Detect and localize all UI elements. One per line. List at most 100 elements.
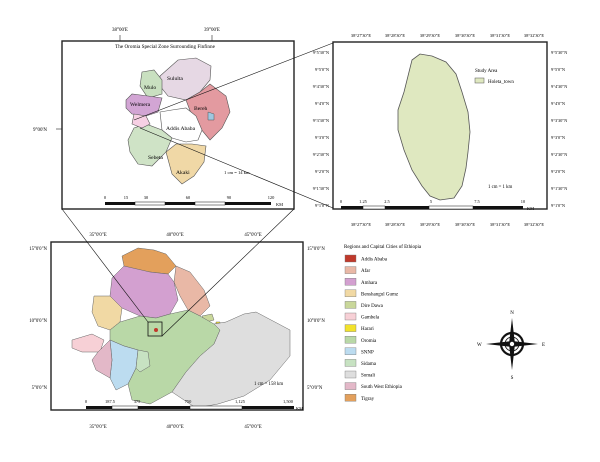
scale-bar: 0 1.25 2.5 5 7.5 10 KM bbox=[340, 199, 534, 211]
holeta-town-polygon bbox=[397, 53, 471, 201]
scale-bar: 0 15 30 60 90 120 KM bbox=[104, 195, 283, 207]
lat-label: 9°3'0"N bbox=[551, 135, 566, 140]
scale-bar: 0 187.5 375 750 1,125 1,500 KM bbox=[85, 399, 303, 411]
lon-label: 45°0'0"E bbox=[244, 233, 261, 238]
inset-connector-line bbox=[161, 208, 295, 337]
scale-unit: KM bbox=[296, 406, 303, 411]
scale-tick: 750 bbox=[185, 399, 192, 404]
legend-swatch bbox=[344, 301, 357, 309]
legend-label: Amhara bbox=[361, 281, 378, 286]
study-area-map: 38°27'30"E 38°28'30"E 38°29'30"E 38°30'3… bbox=[313, 33, 568, 227]
region-sidama bbox=[135, 349, 151, 373]
region-south-west-ethiopia bbox=[91, 339, 113, 379]
lon-label: 35°0'0"E bbox=[89, 425, 106, 430]
district-welmera bbox=[125, 93, 163, 117]
lat-label: 9°2'0"N bbox=[551, 169, 566, 174]
scale-tick: 1.25 bbox=[359, 199, 367, 204]
ethiopia-regions-map: 35°0'0"E 40°0'0"E 45°0'0"E 35°0'0"E 40°0… bbox=[29, 233, 325, 430]
legend-swatch bbox=[344, 289, 357, 297]
legend-swatch bbox=[344, 394, 357, 402]
lat-label: 9°3'30"N bbox=[551, 118, 568, 123]
lat-label: 9°2'30"N bbox=[313, 152, 330, 157]
scale-tick: 7.5 bbox=[474, 199, 480, 204]
legend-title: Regions and Capital Cities of Ethiopia bbox=[344, 245, 422, 250]
compass-e: E bbox=[542, 343, 545, 348]
lon-label: 38°30'30"E bbox=[455, 222, 476, 227]
legend-title: Study Area bbox=[475, 69, 498, 74]
legend-swatch bbox=[344, 347, 357, 355]
district-label: Welmera bbox=[130, 102, 151, 108]
scale-tick: 15 bbox=[124, 195, 129, 200]
lat-label: 15°0'0"N bbox=[307, 247, 325, 252]
lon-label: 39°00'E bbox=[204, 28, 220, 33]
legend-label: Afar bbox=[361, 269, 370, 274]
district-label: Bereh bbox=[194, 106, 208, 112]
lat-label: 9°4'0"N bbox=[551, 101, 566, 106]
lon-label: 35°0'0"E bbox=[89, 233, 106, 238]
scale-tick: 2.5 bbox=[384, 199, 390, 204]
lon-label: 38°29'30"E bbox=[420, 33, 441, 38]
legend-label: Addis Ababa bbox=[361, 258, 388, 263]
scale-tick: 1,500 bbox=[283, 399, 294, 405]
holeta-swatch bbox=[474, 77, 485, 84]
lon-label: 38°00'E bbox=[112, 28, 128, 33]
legend-label: Oromia bbox=[361, 339, 377, 344]
lat-label: 5°0'0"N bbox=[32, 386, 48, 391]
lat-label: 9°5'0"N bbox=[551, 67, 566, 72]
lat-label: 9°00'N bbox=[33, 128, 47, 133]
district-holeta bbox=[131, 113, 151, 129]
lat-label: 9°2'0"N bbox=[315, 169, 330, 174]
compass-n: N bbox=[510, 311, 514, 316]
legend-swatch bbox=[344, 266, 357, 274]
legend-swatch bbox=[344, 359, 357, 367]
oromia-special-zone-map: The Oromia Special Zone Surrounding Finf… bbox=[33, 28, 295, 210]
scale-tick: 0 bbox=[85, 399, 88, 404]
inset-connector-line bbox=[133, 42, 334, 121]
scale-tick: 60 bbox=[186, 195, 191, 200]
lat-label: 10°0'0"N bbox=[307, 319, 325, 324]
lon-label: 38°27'30"E bbox=[351, 222, 372, 227]
district-label: Addis Ababa bbox=[166, 126, 196, 132]
water-body bbox=[207, 111, 215, 121]
legend-label: Gambela bbox=[361, 316, 380, 321]
district-akaki bbox=[165, 143, 207, 185]
regions-legend: Regions and Capital Cities of Ethiopia A… bbox=[344, 245, 422, 402]
lat-label: 9°1'30"N bbox=[313, 186, 330, 191]
scale-tick: 10 bbox=[521, 199, 526, 204]
special-zone-title: The Oromia Special Zone Surrounding Finf… bbox=[115, 43, 216, 50]
district-label: Akaki bbox=[176, 170, 190, 176]
scale-tick: 5 bbox=[430, 199, 433, 204]
legend-label: Benshangul Gumz bbox=[361, 292, 399, 297]
lat-label: 9°3'0"N bbox=[315, 135, 330, 140]
lon-label: 38°31'30"E bbox=[490, 33, 511, 38]
lon-label: 38°32'30"E bbox=[524, 222, 545, 227]
legend-label: South West Ethiopia bbox=[361, 385, 403, 390]
legend-label: Dire Dawa bbox=[361, 304, 384, 309]
lat-label: 9°5'0"N bbox=[315, 67, 330, 72]
scale-tick: 1,125 bbox=[235, 399, 246, 405]
lon-label: 40°0'0"E bbox=[166, 233, 183, 238]
compass-w: W bbox=[477, 343, 482, 348]
lat-label: 10°0'0"N bbox=[29, 319, 47, 324]
lat-label: 9°4'0"N bbox=[315, 101, 330, 106]
legend-swatch bbox=[344, 336, 357, 344]
special-zone-locator-box bbox=[147, 321, 163, 337]
district-label: Mulo bbox=[144, 85, 156, 91]
legend-label: SNNP bbox=[361, 350, 374, 355]
lat-label: 9°1'30"N bbox=[551, 186, 568, 191]
lon-label: 38°28'30"E bbox=[385, 33, 406, 38]
north-arrow-compass: N S E W bbox=[477, 311, 545, 381]
scale-unit: KM bbox=[276, 202, 283, 207]
lon-label: 38°31'30"E bbox=[490, 222, 511, 227]
scale-tick: 30 bbox=[144, 195, 149, 200]
lat-label: 9°4'30"N bbox=[313, 84, 330, 89]
legend-label: Somali bbox=[361, 374, 376, 379]
lat-label: 9°5'30"N bbox=[313, 50, 330, 55]
legend-label: Sidama bbox=[361, 362, 377, 367]
lat-label: 9°1'0"N bbox=[315, 203, 330, 208]
district-sululta bbox=[159, 57, 212, 101]
scale-tick: 90 bbox=[227, 195, 232, 200]
compass-s: S bbox=[511, 376, 514, 381]
scale-tick: 120 bbox=[268, 195, 275, 200]
